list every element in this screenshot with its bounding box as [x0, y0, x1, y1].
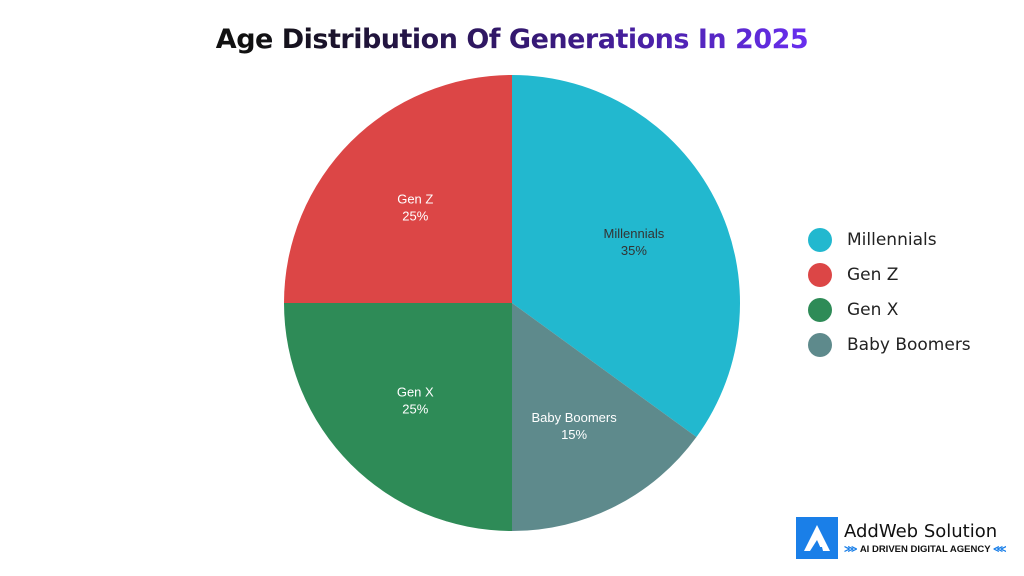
slice-label: Gen X — [397, 385, 434, 400]
slice-label: Gen Z — [397, 191, 433, 206]
legend-label: Gen Z — [847, 264, 899, 285]
logo-name: AddWeb Solution — [844, 520, 998, 542]
addweb-logo: AddWeb Solution ⋙ AI DRIVEN DIGITAL AGEN… — [796, 517, 1007, 559]
legend-label: Baby Boomers — [847, 334, 971, 355]
pie-slice-gen-x — [284, 303, 512, 531]
pie-slice-baby-boomers — [512, 303, 697, 531]
legend-swatch — [808, 227, 832, 252]
slice-value: 35% — [621, 243, 647, 258]
slice-label: Baby Boomers — [531, 410, 617, 425]
legend: Millennials Gen Z Gen X Baby Boomers — [808, 222, 971, 362]
pie-slice-millennials — [512, 75, 740, 438]
legend-swatch — [808, 297, 832, 322]
slice-value: 25% — [402, 402, 428, 417]
legend-item-gen-x: Gen X — [808, 292, 971, 327]
legend-label: Millennials — [847, 229, 937, 250]
logo-mark-icon — [796, 517, 838, 559]
legend-label: Gen X — [847, 299, 899, 320]
legend-item-baby-boomers: Baby Boomers — [808, 327, 971, 362]
slice-label: Millennials — [604, 226, 665, 241]
slice-value: 25% — [402, 208, 428, 223]
chart-title: Age Distribution Of Generations In 2025 — [0, 24, 1024, 55]
legend-item-millennials: Millennials — [808, 222, 971, 257]
legend-item-gen-z: Gen Z — [808, 257, 971, 292]
logo-tagline-row: ⋙ AI DRIVEN DIGITAL AGENCY ⋘ — [844, 543, 1007, 555]
logo-tagline: AI DRIVEN DIGITAL AGENCY — [859, 543, 991, 555]
pie-slice-gen-z — [284, 75, 512, 303]
legend-swatch — [808, 332, 832, 357]
legend-swatch — [808, 262, 832, 287]
slice-value: 15% — [561, 427, 587, 442]
